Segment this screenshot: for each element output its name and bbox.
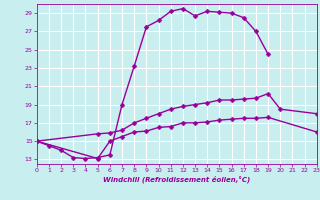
X-axis label: Windchill (Refroidissement éolien,°C): Windchill (Refroidissement éolien,°C)	[103, 176, 251, 183]
